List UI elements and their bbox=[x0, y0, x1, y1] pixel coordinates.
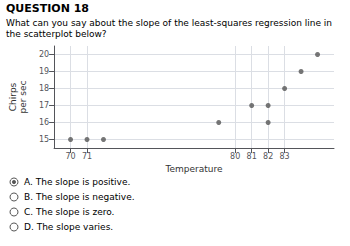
svg-text:D. The slope varies.: D. The slope varies. bbox=[24, 222, 113, 232]
svg-text:What can you say about the slo: What can you say about the slope of the … bbox=[6, 18, 335, 28]
svg-text:C. The slope is zero.: C. The slope is zero. bbox=[24, 207, 114, 217]
svg-text:80: 80 bbox=[230, 152, 240, 161]
svg-text:QUESTION 18: QUESTION 18 bbox=[6, 2, 89, 15]
svg-text:A. The slope is positive.: A. The slope is positive. bbox=[24, 177, 130, 187]
svg-text:81: 81 bbox=[247, 152, 257, 161]
svg-text:the scatterplot below?: the scatterplot below? bbox=[6, 29, 107, 39]
svg-text:20: 20 bbox=[39, 50, 49, 59]
svg-text:15: 15 bbox=[39, 135, 49, 144]
svg-text:16: 16 bbox=[39, 118, 49, 127]
svg-text:83: 83 bbox=[280, 152, 290, 161]
svg-text:Chirps: Chirps bbox=[8, 82, 18, 111]
svg-text:71: 71 bbox=[82, 152, 92, 161]
svg-text:per sec: per sec bbox=[18, 80, 28, 113]
svg-text:B. The slope is negative.: B. The slope is negative. bbox=[24, 192, 135, 202]
svg-text:70: 70 bbox=[65, 152, 75, 161]
svg-text:82: 82 bbox=[263, 152, 273, 161]
svg-text:Temperature: Temperature bbox=[165, 164, 223, 174]
svg-text:17: 17 bbox=[39, 101, 49, 110]
svg-text:19: 19 bbox=[39, 67, 49, 76]
svg-text:18: 18 bbox=[39, 84, 49, 93]
